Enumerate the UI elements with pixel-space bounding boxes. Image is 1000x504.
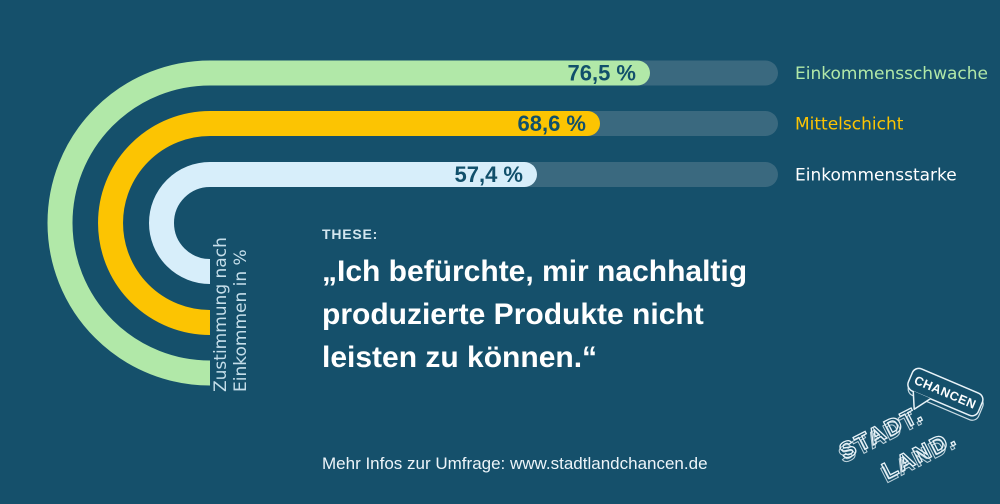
axis-label-line1: Zustimmung nach	[211, 237, 231, 392]
bar-tip-round	[512, 162, 537, 187]
bar-mittelschicht: 68,6 %	[98, 111, 600, 335]
quote-text: „Ich befürchte, mir nachhaltig produzier…	[322, 250, 792, 379]
axis-label-line2: Einkommen in %	[231, 249, 251, 392]
bar-tip-round	[625, 60, 650, 86]
bar-einkommensstarke: 57,4 %	[149, 162, 537, 284]
quote-line1: „Ich befürchte, mir nachhaltig	[322, 255, 748, 288]
speech-bubble-tail	[912, 390, 932, 411]
quote-line3: leisten zu können.“	[322, 341, 598, 374]
bar-einkommensschwache: 76,5 %	[47, 60, 650, 386]
quote-line2: produzierte Produkte nicht	[322, 298, 704, 331]
category-labels: Einkommensschwache Mittelschicht Einkomm…	[795, 64, 988, 186]
category-label-einkommensschwache: Einkommensschwache	[795, 64, 988, 84]
bar-tip-round	[575, 111, 600, 136]
stadt-land-chancen-logo: STADT. STADT. LAND. LAND. CHANCEN	[834, 367, 984, 488]
value-label-mittelschicht: 68,6 %	[518, 111, 587, 136]
axis-label: Zustimmung nach Einkommen in %	[211, 237, 251, 392]
footer-info-text: Mehr Infos zur Umfrage: www.stadtlandcha…	[322, 454, 708, 473]
value-label-einkommensstarke: 57,4 %	[455, 162, 524, 187]
bar-series: 76,5 % 68,6 % 57,4 %	[47, 60, 650, 386]
these-heading: THESE:	[322, 226, 379, 242]
speech-bubble-outline	[907, 367, 984, 417]
category-label-einkommensstarke: Einkommensstarke	[795, 166, 957, 186]
value-label-einkommensschwache: 76,5 %	[568, 61, 637, 86]
category-label-mittelschicht: Mittelschicht	[795, 115, 904, 135]
